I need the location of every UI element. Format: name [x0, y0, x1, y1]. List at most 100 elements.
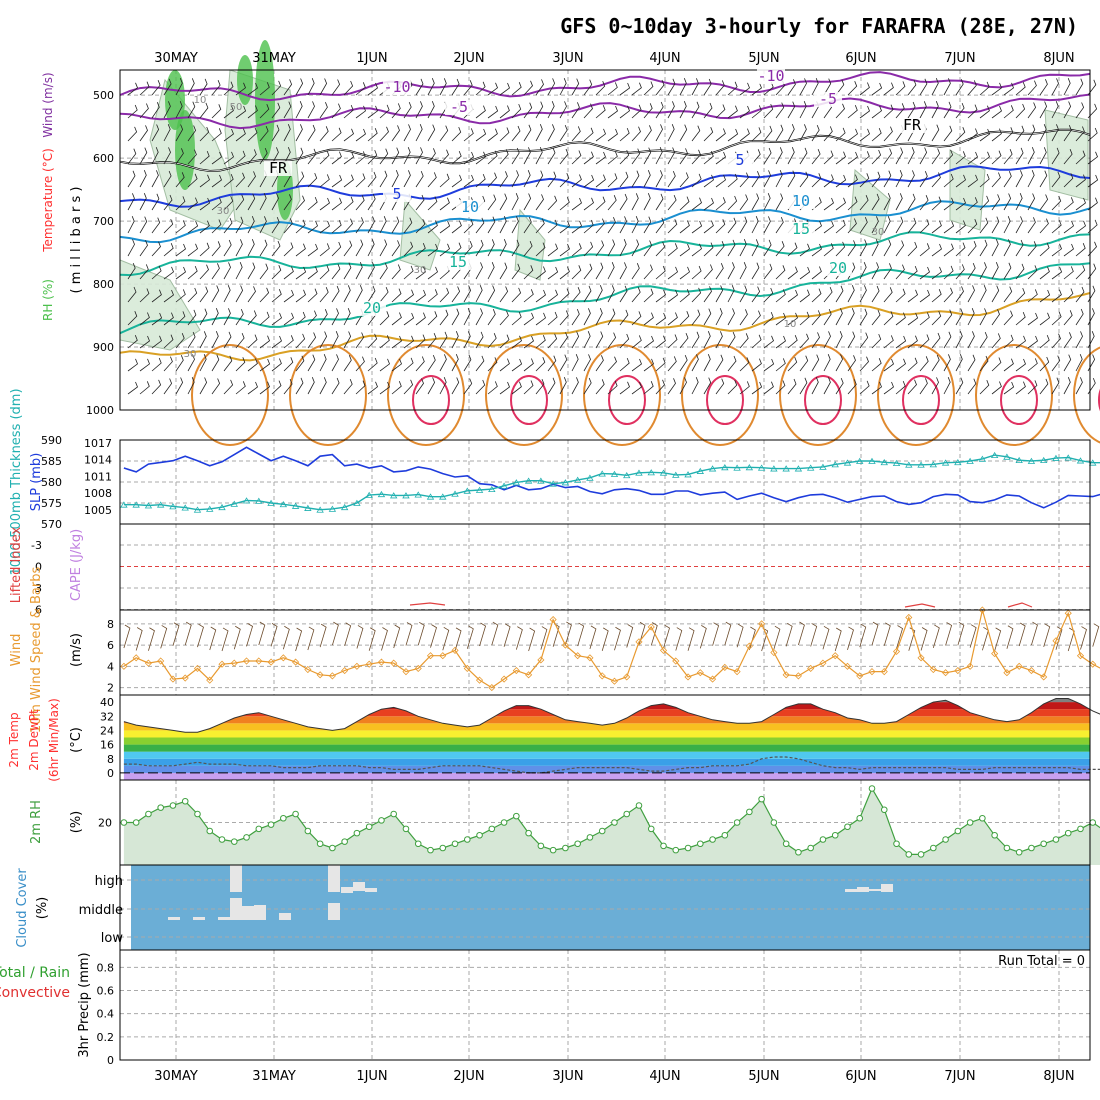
wind-barb [907, 170, 915, 188]
wind10-point [880, 668, 888, 676]
hot-contour [608, 375, 646, 425]
wind-barb [391, 312, 402, 326]
wind-barb [679, 243, 690, 257]
wind10-point [843, 662, 852, 670]
wind-barb [859, 151, 870, 165]
wind-barb [175, 311, 186, 326]
wind-barb [547, 78, 556, 96]
wind10-barb [540, 626, 548, 650]
wind-barb [367, 149, 378, 165]
wind-barb [259, 104, 270, 119]
thickness-ytick: 575 [41, 497, 62, 510]
rh2m-point [623, 810, 631, 818]
wind-barb [643, 381, 654, 395]
wind-barb [343, 104, 354, 119]
wind10-point [892, 647, 901, 656]
wind-barb [223, 355, 233, 372]
wind10-point [549, 615, 557, 624]
thickness-point [1003, 453, 1011, 460]
wind-barb [571, 331, 580, 349]
wind-barb [451, 220, 462, 234]
wind-barb [379, 286, 389, 303]
wind-barb [1015, 381, 1026, 395]
wind-barb [199, 308, 208, 326]
wind-barb [1039, 378, 1049, 395]
upper-air-ylabel-wind: Wind (m/s) [41, 72, 55, 137]
wind-barb [403, 170, 411, 188]
wind-barb [235, 194, 245, 211]
wind-barb [919, 243, 930, 257]
thickness-point [610, 470, 619, 477]
wind-barb [1027, 265, 1038, 280]
wind-barb [1051, 243, 1062, 257]
wind-barb [667, 289, 678, 303]
wind-barb [355, 105, 366, 119]
thickness-point [782, 465, 790, 472]
wind-barb [151, 379, 162, 395]
wind-barb [715, 263, 724, 280]
wind-barb [775, 102, 785, 119]
wind-barb [667, 147, 676, 165]
isotherm-label: FR [269, 159, 288, 177]
wind-barb [811, 197, 822, 211]
wind-barb [727, 285, 735, 303]
wind-barb [499, 127, 510, 142]
wind-barb [823, 286, 833, 303]
wind-barb [655, 79, 665, 96]
thickness-point [586, 474, 594, 481]
wind-barb [559, 354, 568, 372]
rh2m-point [954, 827, 962, 835]
wind-barb [583, 197, 594, 211]
wind-barb [583, 79, 593, 96]
wind-barb [439, 243, 450, 257]
wind-barb [475, 331, 484, 349]
wind-barb [643, 216, 652, 234]
wind-barb [499, 358, 510, 372]
wind-barb [235, 262, 243, 280]
wind10-point [218, 660, 226, 668]
wind-barb [655, 217, 665, 234]
wind-barb [607, 239, 616, 257]
wind-barb [295, 101, 303, 119]
wind-barb [703, 377, 712, 395]
wind-barb [1087, 197, 1098, 211]
wind10-point [439, 652, 447, 660]
t2m-ylabel-b: 2m DewPt [27, 709, 41, 771]
thickness-point [488, 485, 496, 493]
wind10-point [279, 654, 287, 662]
wind-barb [1003, 171, 1012, 188]
wind-barb [511, 216, 519, 234]
wind-barb [799, 171, 809, 188]
wind-barb [1015, 81, 1026, 96]
wind-barb [211, 354, 220, 372]
wind-barb [475, 308, 483, 326]
wind-barb [751, 127, 762, 142]
wind-barb [631, 82, 642, 96]
wind-barb [427, 78, 435, 96]
wind-barb [259, 82, 270, 96]
thickness-point [230, 500, 238, 507]
wind-barb [1003, 286, 1013, 303]
wind10-point [132, 654, 140, 662]
wind-barb [319, 197, 330, 211]
slp-ytick: 1017 [84, 437, 112, 450]
rh2m-point [880, 806, 888, 814]
isotherm-label: 10 [461, 198, 479, 216]
rh-region [514, 208, 546, 281]
date-label-top: 4JUN [649, 51, 680, 66]
wind-barb [535, 147, 543, 165]
wind10-line [123, 609, 1100, 689]
upper-air-ytick: 700 [93, 215, 114, 228]
wind-barb [559, 220, 570, 234]
wind-barb [991, 150, 1002, 165]
wind-barb [319, 309, 328, 326]
cloud-bar [193, 917, 205, 920]
wind-barb [655, 312, 667, 326]
wind-barb [895, 147, 904, 165]
wind-barb [199, 174, 210, 188]
wind-barb [403, 379, 414, 395]
wind10-point [991, 649, 999, 658]
wind-barb [619, 82, 631, 96]
thickness-point [941, 459, 950, 466]
wind-barb [727, 217, 737, 234]
